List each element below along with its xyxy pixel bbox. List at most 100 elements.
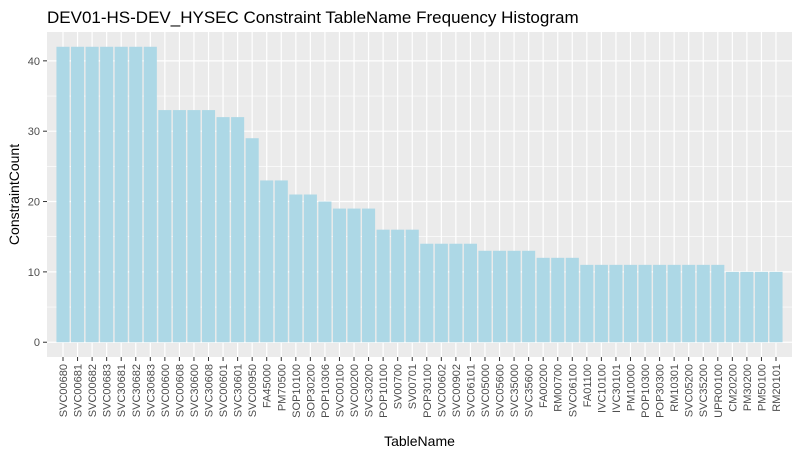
x-tick-label: SVC06100: [567, 364, 579, 417]
bar-SVC05200: [682, 264, 696, 343]
bar-FA00200: [536, 257, 550, 343]
x-tick-label: SVC05200: [684, 364, 696, 417]
bar-PM70500: [274, 180, 288, 343]
x-tick-label: PM10000: [625, 364, 637, 411]
x-tick-label: FA01100: [582, 364, 594, 407]
chart-title: DEV01-HS-DEV_HYSEC Constraint TableName …: [47, 8, 579, 27]
bar-SVC00950: [245, 138, 259, 343]
bar-SVC30608: [201, 110, 216, 343]
bar-SVC30601: [231, 117, 245, 343]
y-tick-label: 10: [28, 267, 40, 279]
x-tick-label: SVC06101: [465, 364, 477, 417]
bar-SVC06100: [565, 257, 579, 343]
x-tick-label: SVC00608: [174, 364, 186, 417]
x-tick-label: SVC35600: [524, 364, 536, 417]
x-tick-label: POP10300: [640, 364, 652, 418]
x-tick-label: SVC30601: [233, 364, 245, 417]
bar-IVC30101: [609, 264, 623, 343]
bar-SV00700: [391, 229, 405, 343]
x-tick-label: SVC35200: [698, 364, 710, 417]
bar-SVC00608: [172, 110, 186, 343]
x-tick-label: SVC05600: [495, 364, 507, 417]
x-tick-label: SVC00100: [334, 364, 346, 417]
x-tick-label: SVC00682: [87, 364, 99, 417]
bar-RM20101: [769, 271, 783, 343]
x-tick-label: SVC00602: [436, 364, 448, 417]
bar-UPR00100: [711, 264, 725, 343]
bar-SVC06101: [463, 243, 477, 343]
x-tick-label: POP10306: [320, 364, 332, 418]
bar-SVC00681: [71, 46, 85, 343]
y-tick-label: 20: [28, 197, 40, 209]
x-tick-label: SVC00601: [218, 364, 230, 417]
y-axis-ticks: 0 10 20 30 40: [28, 56, 47, 349]
x-tick-label: SVC00200: [349, 364, 361, 417]
bar-SVC00600: [158, 110, 172, 343]
bar-SOP30200: [303, 194, 317, 343]
x-tick-label: SVC05000: [480, 364, 492, 417]
x-tick-label: SVC30681: [116, 364, 128, 417]
x-tick-label: SVC00950: [247, 364, 259, 417]
bar-SVC00100: [332, 208, 347, 343]
x-tick-label: SV00701: [407, 364, 419, 409]
y-tick-label: 40: [28, 56, 40, 68]
x-tick-label: RM00700: [553, 364, 565, 412]
x-tick-label: SVC30682: [131, 364, 143, 417]
x-tick-label: SVC30600: [189, 364, 201, 417]
y-axis-label: ConstraintCount: [6, 144, 22, 245]
x-tick-label: SVC00600: [160, 364, 172, 417]
bar-SVC30200: [362, 208, 376, 343]
bar-SVC05000: [478, 250, 492, 343]
x-tick-label: IVC10100: [596, 364, 608, 413]
x-tick-label: SVC00681: [73, 364, 85, 417]
x-tick-label: FA00200: [538, 364, 550, 408]
bar-POP10100: [376, 229, 390, 343]
bar-POP10306: [318, 201, 332, 343]
x-tick-label: SV00700: [393, 364, 405, 409]
x-tick-label: SOP30200: [305, 364, 317, 418]
x-tick-label: SVC00902: [451, 364, 463, 417]
bar-SVC30683: [143, 46, 157, 343]
x-tick-label: PM50100: [756, 364, 768, 411]
bar-SOP10100: [289, 194, 303, 343]
x-tick-label: FA45000: [262, 364, 274, 408]
x-tick-label: POP30100: [422, 364, 434, 418]
x-tick-label: IVC30101: [611, 364, 623, 413]
bar-SVC30681: [114, 46, 128, 343]
x-tick-label: RM20101: [771, 364, 783, 412]
bar-SVC30682: [129, 46, 143, 343]
x-tick-label: SVC30608: [204, 364, 216, 417]
bar-SVC00683: [100, 46, 114, 343]
bar-POP10300: [638, 264, 652, 343]
x-tick-label: SVC30683: [145, 364, 157, 417]
bar-POP30300: [653, 264, 667, 343]
bar-SVC00601: [216, 117, 230, 343]
bar-CM20200: [725, 271, 739, 343]
bar-SVC30600: [187, 110, 201, 343]
bar-POP30100: [420, 243, 434, 343]
x-tick-label: SVC00680: [58, 364, 70, 417]
x-tick-label: SOP10100: [291, 364, 303, 418]
bar-FA45000: [260, 180, 274, 343]
bar-SVC35600: [522, 250, 536, 343]
x-tick-label: PM70500: [276, 364, 288, 411]
bar-SVC00200: [347, 208, 361, 343]
x-tick-label: PM30200: [742, 364, 754, 411]
x-tick-label: SVC00683: [102, 364, 114, 417]
bar-FA01100: [580, 264, 594, 343]
bar-PM10000: [623, 264, 638, 343]
bar-SVC35200: [696, 264, 710, 343]
bar-RM10301: [667, 264, 681, 343]
bar-SVC00682: [85, 46, 99, 343]
bar-PM30200: [740, 271, 754, 343]
y-tick-label: 30: [28, 126, 40, 138]
bar-RM00700: [551, 257, 565, 343]
bar-SVC00680: [56, 46, 70, 343]
x-tick-label: UPR00100: [713, 364, 725, 418]
x-tick-label: POP10100: [378, 364, 390, 418]
x-axis-label: TableName: [384, 433, 455, 449]
y-tick-label: 0: [34, 337, 40, 349]
bar-SV00701: [405, 229, 419, 343]
